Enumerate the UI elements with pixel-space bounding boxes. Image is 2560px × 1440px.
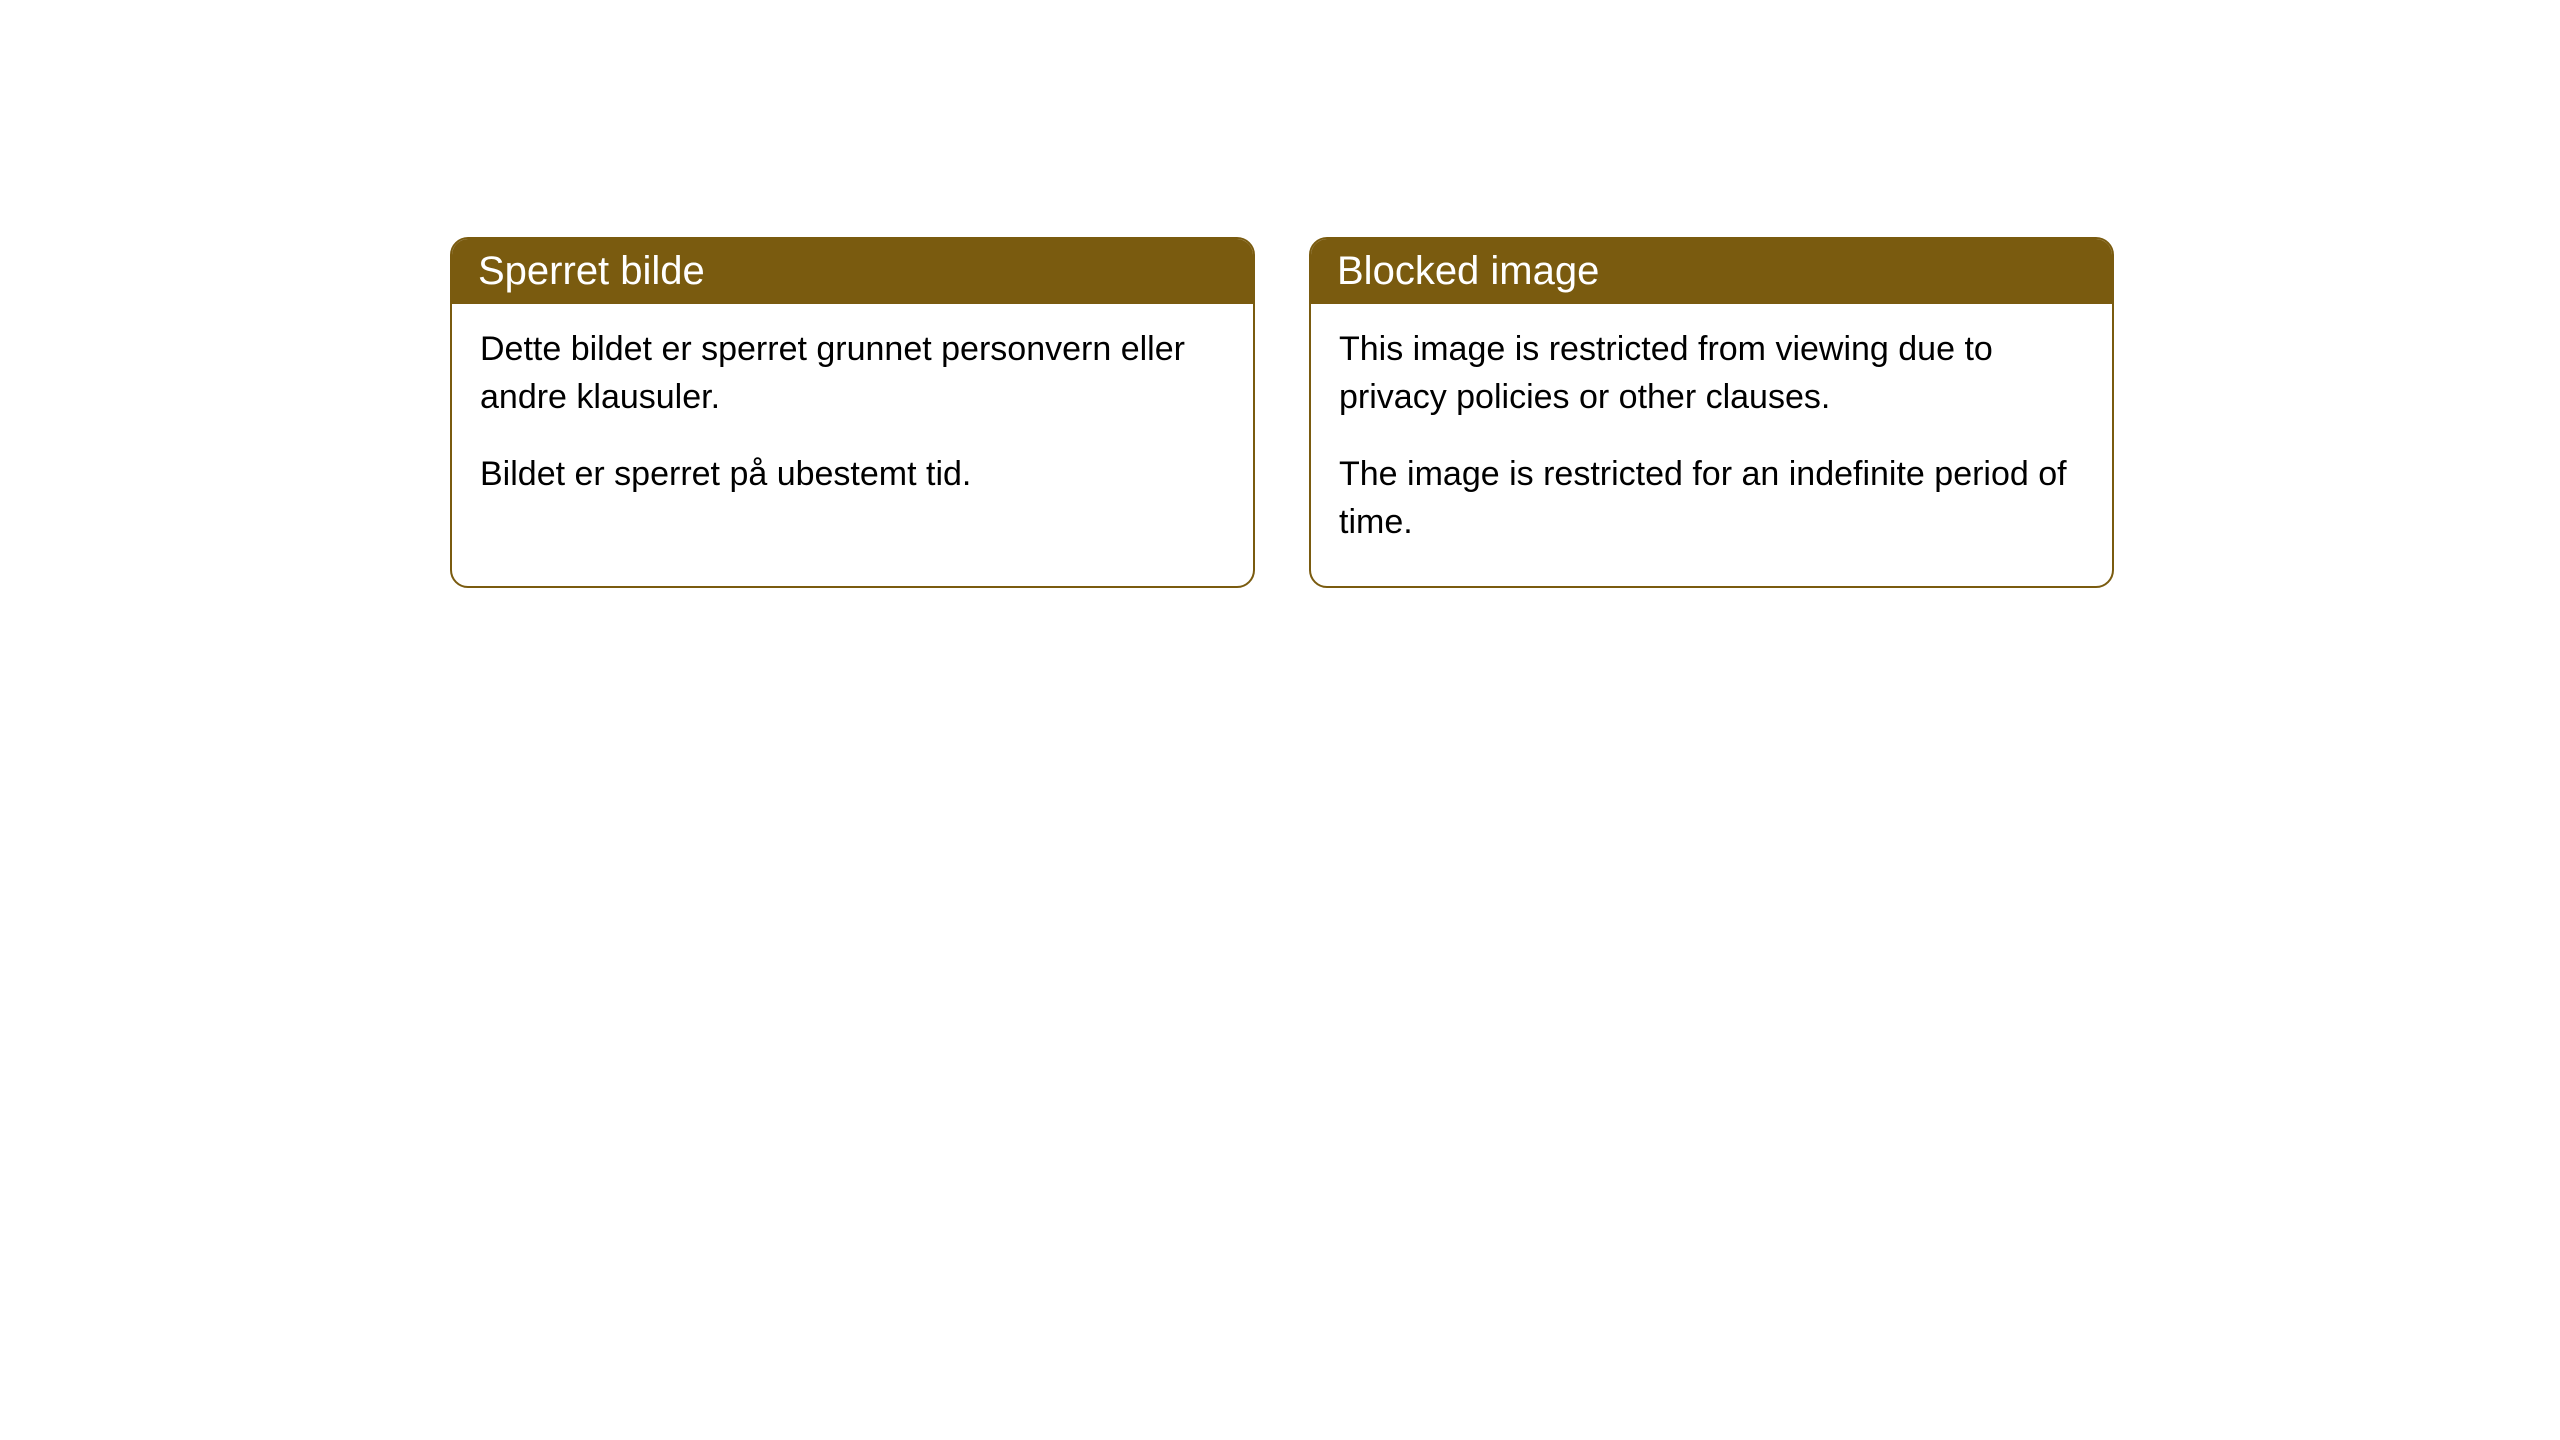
blocked-image-card-norwegian: Sperret bilde Dette bildet er sperret gr… <box>450 237 1255 588</box>
card-paragraph-1-norwegian: Dette bildet er sperret grunnet personve… <box>480 326 1225 421</box>
card-header-norwegian: Sperret bilde <box>452 239 1253 304</box>
card-body-norwegian: Dette bildet er sperret grunnet personve… <box>452 304 1253 539</box>
card-paragraph-1-english: This image is restricted from viewing du… <box>1339 326 2084 421</box>
card-body-english: This image is restricted from viewing du… <box>1311 304 2112 586</box>
card-header-english: Blocked image <box>1311 239 2112 304</box>
card-paragraph-2-english: The image is restricted for an indefinit… <box>1339 451 2084 546</box>
blocked-image-card-english: Blocked image This image is restricted f… <box>1309 237 2114 588</box>
notice-cards-container: Sperret bilde Dette bildet er sperret gr… <box>450 237 2114 588</box>
card-paragraph-2-norwegian: Bildet er sperret på ubestemt tid. <box>480 451 1225 499</box>
